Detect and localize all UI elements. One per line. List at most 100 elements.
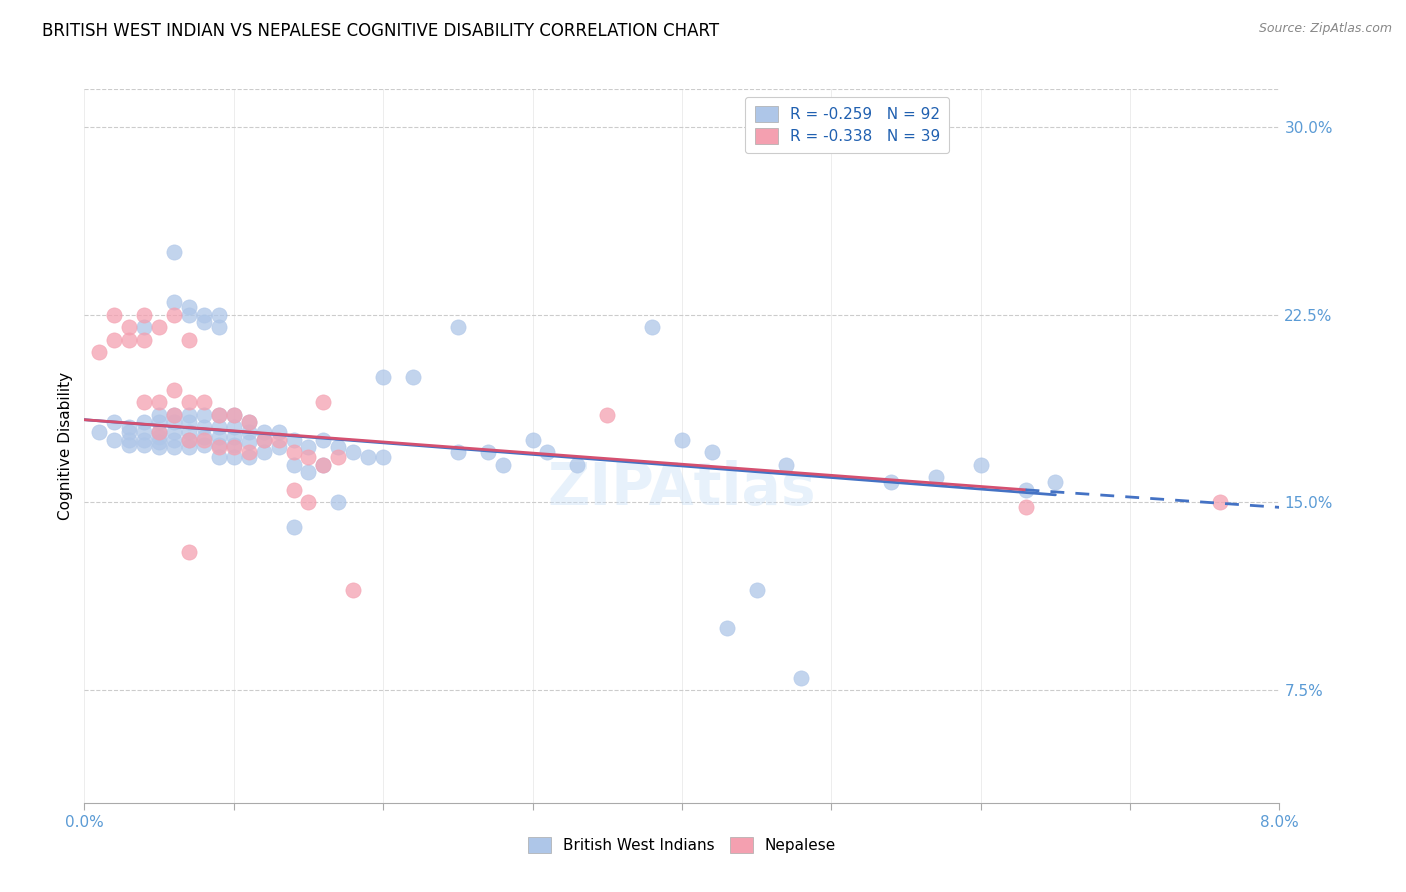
Point: [222, 430, 245, 444]
Point: [103, 333, 125, 347]
Y-axis label: Cognitive Disability: Cognitive Disability: [58, 372, 73, 520]
Point: [208, 438, 231, 452]
Point: [267, 433, 290, 447]
Point: [148, 425, 170, 440]
Point: [148, 430, 170, 444]
Point: [193, 433, 215, 447]
Point: [880, 475, 903, 490]
Point: [716, 621, 738, 635]
Point: [103, 308, 125, 322]
Point: [177, 545, 200, 559]
Point: [132, 438, 156, 452]
Point: [118, 320, 141, 334]
Point: [700, 445, 723, 459]
Point: [222, 420, 245, 434]
Point: [1045, 475, 1067, 490]
Point: [148, 440, 170, 454]
Point: [297, 450, 319, 465]
Point: [208, 408, 231, 422]
Point: [402, 370, 425, 384]
Point: [193, 308, 215, 322]
Point: [222, 408, 245, 422]
Point: [312, 433, 335, 447]
Point: [371, 450, 394, 465]
Point: [342, 582, 364, 597]
Text: ZIPAtlas: ZIPAtlas: [547, 460, 817, 517]
Point: [177, 395, 200, 409]
Point: [148, 320, 170, 334]
Point: [177, 425, 200, 440]
Point: [89, 345, 111, 359]
Point: [193, 395, 215, 409]
Point: [253, 433, 276, 447]
Point: [775, 458, 797, 472]
Point: [148, 435, 170, 450]
Point: [163, 408, 186, 422]
Point: [132, 415, 156, 429]
Point: [283, 483, 305, 497]
Point: [177, 433, 200, 447]
Point: [671, 433, 693, 447]
Point: [567, 458, 589, 472]
Point: [283, 520, 305, 534]
Point: [238, 425, 260, 440]
Point: [163, 425, 186, 440]
Point: [297, 465, 319, 479]
Point: [163, 408, 186, 422]
Point: [222, 408, 245, 422]
Point: [118, 420, 141, 434]
Point: [208, 430, 231, 444]
Point: [283, 458, 305, 472]
Point: [132, 320, 156, 334]
Point: [193, 408, 215, 422]
Point: [596, 408, 619, 422]
Point: [177, 415, 200, 429]
Point: [118, 425, 141, 440]
Point: [328, 440, 350, 454]
Point: [477, 445, 499, 459]
Legend: British West Indians, Nepalese: British West Indians, Nepalese: [522, 831, 842, 859]
Point: [132, 433, 156, 447]
Point: [177, 433, 200, 447]
Point: [132, 308, 156, 322]
Point: [312, 458, 335, 472]
Point: [118, 438, 141, 452]
Point: [208, 450, 231, 465]
Point: [222, 438, 245, 452]
Point: [238, 415, 260, 429]
Point: [132, 395, 156, 409]
Point: [371, 370, 394, 384]
Point: [193, 420, 215, 434]
Point: [163, 244, 186, 259]
Point: [1208, 495, 1232, 509]
Text: BRITISH WEST INDIAN VS NEPALESE COGNITIVE DISABILITY CORRELATION CHART: BRITISH WEST INDIAN VS NEPALESE COGNITIV…: [42, 22, 720, 40]
Point: [312, 395, 335, 409]
Point: [177, 300, 200, 314]
Point: [790, 671, 813, 685]
Point: [312, 458, 335, 472]
Point: [118, 433, 141, 447]
Point: [163, 295, 186, 310]
Point: [163, 383, 186, 397]
Point: [283, 433, 305, 447]
Point: [148, 408, 170, 422]
Point: [89, 425, 111, 440]
Point: [148, 395, 170, 409]
Point: [148, 415, 170, 429]
Point: [297, 440, 319, 454]
Point: [1014, 483, 1036, 497]
Point: [208, 420, 231, 434]
Point: [969, 458, 991, 472]
Point: [253, 445, 276, 459]
Point: [238, 450, 260, 465]
Point: [177, 408, 200, 422]
Point: [267, 440, 290, 454]
Point: [163, 415, 186, 429]
Point: [148, 425, 170, 440]
Point: [103, 433, 125, 447]
Point: [163, 308, 186, 322]
Point: [745, 582, 768, 597]
Point: [177, 333, 200, 347]
Point: [208, 408, 231, 422]
Text: Source: ZipAtlas.com: Source: ZipAtlas.com: [1258, 22, 1392, 36]
